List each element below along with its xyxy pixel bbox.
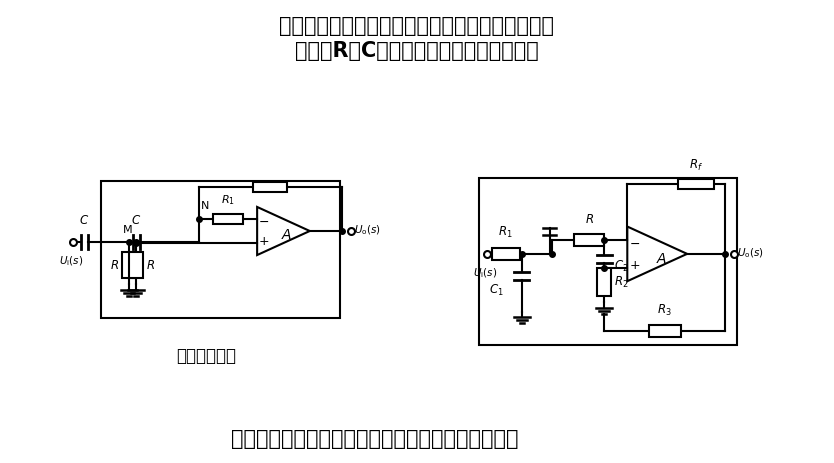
Bar [254, 183, 287, 193]
Text: $R$: $R$ [110, 259, 119, 272]
Text: $R_f$: $R_f$ [689, 158, 703, 173]
Text: 将高通和低通电路适当组合即可得到带通滤波电路。: 将高通和低通电路适当组合即可得到带通滤波电路。 [231, 428, 519, 448]
Text: +: + [259, 235, 269, 248]
Bar [597, 269, 611, 296]
Text: $C_1$: $C_1$ [489, 282, 504, 298]
Bar [649, 325, 681, 337]
Text: $U_{\rm o}(s)$: $U_{\rm o}(s)$ [354, 223, 380, 236]
Text: $U_{\rm i}(s)$: $U_{\rm i}(s)$ [59, 254, 83, 268]
Text: $C$: $C$ [131, 213, 141, 226]
Text: −: − [630, 237, 640, 250]
Text: $R$: $R$ [146, 259, 155, 272]
Bar [122, 252, 136, 278]
Bar [575, 235, 605, 247]
Text: 电路中R和C互换即可得到高通滤波电路。: 电路中R和C互换即可得到高通滤波电路。 [295, 41, 539, 61]
Text: 实用二阶高通: 实用二阶高通 [176, 347, 236, 364]
Bar [129, 252, 143, 278]
Text: $R$: $R$ [585, 213, 594, 226]
Text: $U_{\rm o}(s)$: $U_{\rm o}(s)$ [737, 245, 764, 259]
Text: $C_2$: $C_2$ [615, 258, 629, 273]
Bar [492, 248, 520, 260]
Text: M: M [123, 225, 133, 234]
Text: $U_{\rm i}(s)$: $U_{\rm i}(s)$ [473, 266, 497, 280]
Text: $R_1$: $R_1$ [221, 193, 235, 206]
Text: −: − [259, 215, 269, 228]
Text: $R_1$: $R_1$ [499, 225, 513, 239]
Bar [678, 180, 714, 190]
Text: $R_3$: $R_3$ [657, 302, 672, 317]
Text: A: A [282, 228, 292, 242]
Text: N: N [201, 200, 209, 211]
Text: +: + [630, 259, 640, 272]
Text: 高通滤波电路与低通滤波电路具有对偶性，把低通: 高通滤波电路与低通滤波电路具有对偶性，把低通 [279, 16, 555, 36]
Bar [101, 182, 340, 319]
Bar [213, 214, 243, 225]
Text: $C$: $C$ [79, 213, 89, 226]
Bar [479, 179, 737, 345]
Text: A: A [656, 251, 666, 265]
Text: $R_2$: $R_2$ [615, 275, 629, 290]
